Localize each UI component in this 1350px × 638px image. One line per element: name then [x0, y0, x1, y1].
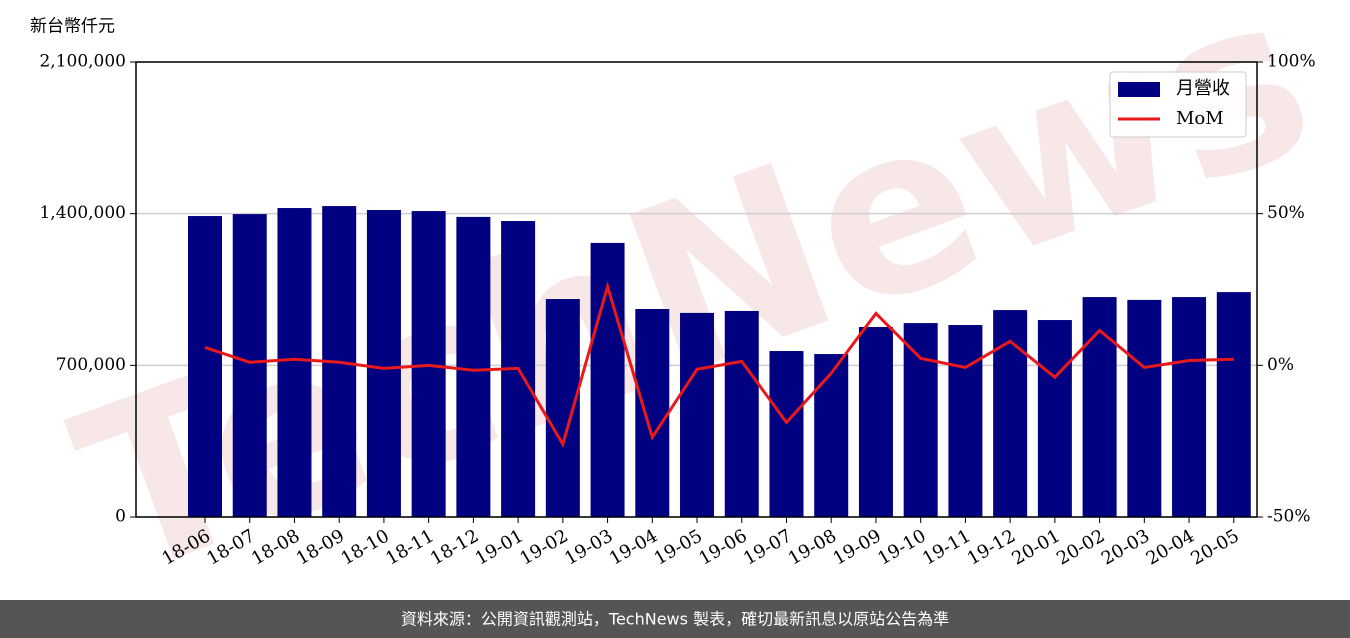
y2-tick-label: 100% [1267, 52, 1316, 72]
x-tick-label: 19-02 [516, 525, 571, 569]
bar [814, 354, 849, 517]
legend-label: MoM [1176, 108, 1224, 129]
bar [277, 208, 312, 518]
y2-tick-label: 0% [1267, 355, 1294, 375]
x-tick-label: 19-03 [561, 525, 616, 569]
bar [680, 312, 715, 517]
y2-tick-label: -50% [1267, 507, 1311, 527]
x-tick-label: 19-01 [472, 525, 527, 569]
bar [232, 214, 267, 517]
bar [545, 299, 580, 517]
y-tick-label: 1,400,000 [39, 203, 126, 223]
bar [366, 209, 401, 517]
bar [1127, 299, 1162, 517]
x-tick-label: 19-06 [695, 525, 750, 569]
legend-label: 月營收 [1176, 78, 1230, 99]
footer-bar [0, 600, 1350, 638]
x-tick-label: 19-12 [964, 525, 1019, 569]
bar [456, 216, 491, 517]
line [204, 281, 1234, 448]
x-tick-label: 19-05 [651, 525, 706, 569]
y-tick-label: 0 [115, 507, 126, 527]
x-tick-label: 19-11 [919, 525, 974, 569]
x-tick-label: 19-07 [740, 525, 795, 569]
x-tick-label: 20-05 [1187, 525, 1242, 569]
source-note: 資料來源：公開資訊觀測站，TechNews 製表，確切最新訊息以原站公告為準 [401, 610, 949, 629]
bar [903, 323, 938, 517]
y2-tick-label: 50% [1267, 203, 1305, 223]
y-tick-label: 2,100,000 [39, 52, 126, 72]
bar [858, 326, 893, 517]
legend-swatch [1118, 82, 1160, 97]
bar [769, 351, 804, 517]
x-tick-label: 19-10 [874, 525, 929, 569]
bar [188, 216, 222, 518]
x-tick-label: 20-04 [1143, 525, 1198, 569]
bar [1037, 320, 1072, 517]
x-tick-label: 19-09 [830, 525, 885, 569]
x-tick-label: 20-03 [1098, 525, 1153, 569]
y-tick-label: 700,000 [56, 355, 126, 375]
bar [635, 309, 670, 517]
bar [724, 310, 759, 517]
bar [993, 310, 1028, 517]
x-tick-label: 18-12 [427, 525, 482, 569]
x-tick-label: 19-08 [785, 525, 840, 569]
y-axis-title: 新台幣仟元 [30, 17, 115, 37]
bar [1082, 297, 1117, 517]
x-tick-label: 19-04 [606, 525, 661, 569]
x-tick-label: 20-02 [1053, 525, 1108, 569]
bar [948, 325, 983, 517]
bar [1172, 297, 1207, 517]
x-tick-label: 20-01 [1008, 525, 1063, 569]
bar [1216, 292, 1251, 517]
plot-frame [135, 61, 1258, 518]
